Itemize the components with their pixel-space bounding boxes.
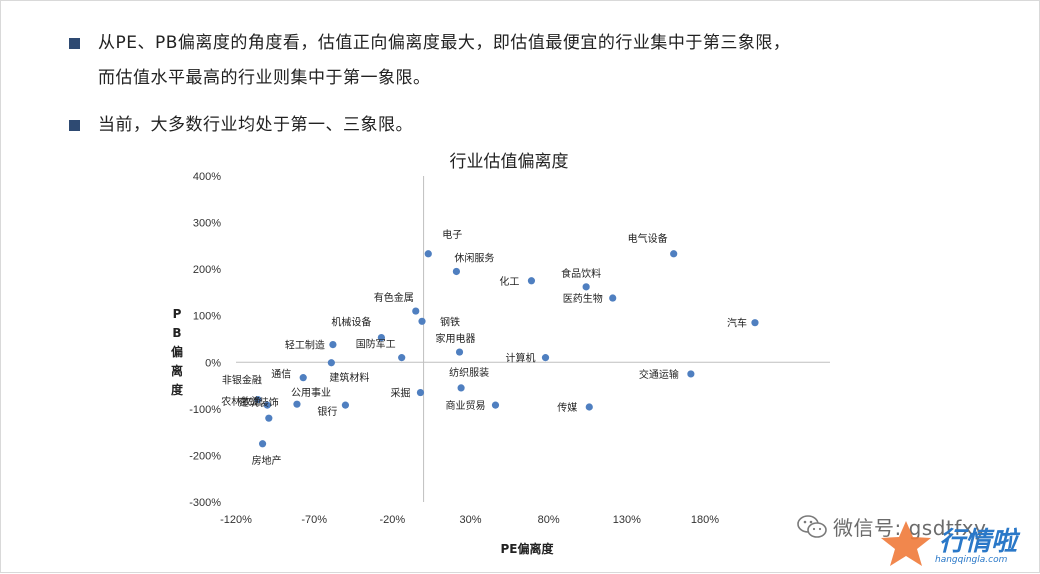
- data-point: [541, 354, 550, 362]
- point-label: 食品饮料: [561, 267, 601, 280]
- y-tick-label: -100%: [189, 404, 221, 416]
- bullet-1-line-2: 而估值水平最高的行业则集中于第一象限。: [98, 68, 431, 88]
- x-tick-label: -70%: [301, 514, 327, 526]
- data-point: [329, 340, 337, 349]
- data-point: [609, 294, 617, 302]
- point-label: 电气设备: [628, 232, 668, 245]
- data-point: [418, 317, 426, 325]
- y-tick-label: 400%: [193, 171, 221, 183]
- point-label: 医药生物: [563, 292, 603, 305]
- bullet-square-icon: [69, 120, 80, 131]
- x-tick-label: -20%: [379, 514, 405, 526]
- point-label: 建筑装饰: [239, 396, 279, 409]
- y-axis-title-char: B: [172, 326, 181, 340]
- data-point: [670, 250, 678, 258]
- y-tick-label: -200%: [189, 450, 221, 462]
- chart-title: 行业估值偏离度: [450, 152, 569, 172]
- chart-ticks: 400% 300% 200% 100% 0% -100% -200% -300% -120% -7…: [189, 171, 719, 526]
- y-tick-label: 0%: [205, 357, 221, 369]
- data-point: [327, 359, 335, 367]
- point-label: 传媒: [557, 402, 577, 414]
- data-point: [341, 401, 350, 409]
- data-point: [585, 403, 593, 411]
- y-tick-label: 200%: [193, 264, 221, 276]
- bullet-1-line-1: 从PE、PB偏离度的角度看，估值正向偏离度最大，即估值最便宜的行业集中于第三象限…: [98, 33, 791, 53]
- point-label: 公用事业: [291, 386, 331, 399]
- x-tick-label: -120%: [220, 514, 252, 526]
- y-tick-label: 300%: [193, 218, 221, 230]
- y-tick-label: -300%: [189, 497, 221, 509]
- point-label: 轻工制造: [285, 339, 325, 352]
- data-point: [254, 395, 262, 404]
- data-point: [416, 388, 425, 397]
- point-label: 休闲服务: [454, 251, 494, 264]
- point-label: 钢铁: [440, 315, 460, 328]
- point-label: 家用电器: [436, 332, 476, 345]
- point-label: 纺织服装: [449, 366, 489, 379]
- bullet-square-icon: [69, 38, 80, 49]
- y-axis-title-char: 度: [171, 382, 184, 397]
- data-point: [398, 354, 406, 362]
- y-axis-title-char: P: [173, 307, 182, 321]
- data-point: [527, 277, 536, 285]
- point-label: 银行: [317, 405, 337, 418]
- data-point: [377, 334, 385, 342]
- point-label: 有色金属: [374, 291, 414, 304]
- point-label: 房地产: [252, 454, 282, 467]
- data-point: [687, 370, 695, 378]
- data-point: [455, 348, 464, 356]
- data-point: [582, 283, 590, 291]
- chart-axes: [236, 176, 830, 502]
- data-point: [452, 267, 461, 276]
- point-label: 农林牧渔: [221, 395, 261, 408]
- logo-text: 行情啦: [939, 527, 1018, 557]
- point-label: 商业贸易: [445, 399, 485, 412]
- point-label: 建筑材料: [329, 371, 369, 384]
- x-tick-label: 180%: [691, 514, 719, 526]
- bullet-2-line-1: 当前，大多数行业均处于第一、三象限。: [98, 115, 413, 135]
- bullet-2: 当前，大多数行业均处于第一、三象限。: [69, 113, 413, 148]
- star-icon: [881, 521, 931, 566]
- point-label: 通信: [271, 369, 291, 381]
- point-label: 汽车: [727, 317, 747, 330]
- y-axis-title-char: 偏: [171, 344, 183, 359]
- x-tick-label: 80%: [538, 514, 560, 526]
- x-tick-label: 30%: [459, 514, 481, 526]
- point-label: 采掘: [390, 387, 410, 400]
- point-label: 机械设备: [331, 316, 371, 329]
- point-label: 国防军工: [356, 338, 396, 351]
- y-axis-title-char: 离: [171, 363, 183, 378]
- data-point: [258, 440, 267, 448]
- site-logo: 行情啦 hangqingla.com: [877, 517, 1027, 569]
- data-point: [265, 414, 273, 422]
- wechat-icon: [797, 514, 827, 538]
- x-axis-title: PE偏离度: [501, 541, 555, 556]
- point-label: 化工: [499, 275, 519, 288]
- point-label: 电子: [442, 228, 462, 241]
- data-point: [424, 250, 432, 258]
- data-point: [491, 401, 500, 409]
- data-point: [457, 384, 465, 392]
- data-point: [751, 319, 759, 327]
- point-label: 非银金融: [222, 374, 262, 387]
- data-point: [293, 400, 301, 408]
- y-axis-title: PB偏离度: [171, 307, 184, 397]
- x-tick-label: 130%: [613, 514, 641, 526]
- bullet-1: 从PE、PB偏离度的角度看，估值正向偏离度最大，即估值最便宜的行业集中于第三象限…: [69, 31, 790, 101]
- point-label: 交通运输: [639, 368, 679, 381]
- point-label: 计算机: [506, 352, 536, 365]
- y-tick-label: 100%: [193, 311, 221, 323]
- logo-url-text: hangqingla.com: [935, 555, 1008, 565]
- data-point: [412, 307, 420, 315]
- data-point: [263, 401, 271, 409]
- data-point: [299, 374, 307, 382]
